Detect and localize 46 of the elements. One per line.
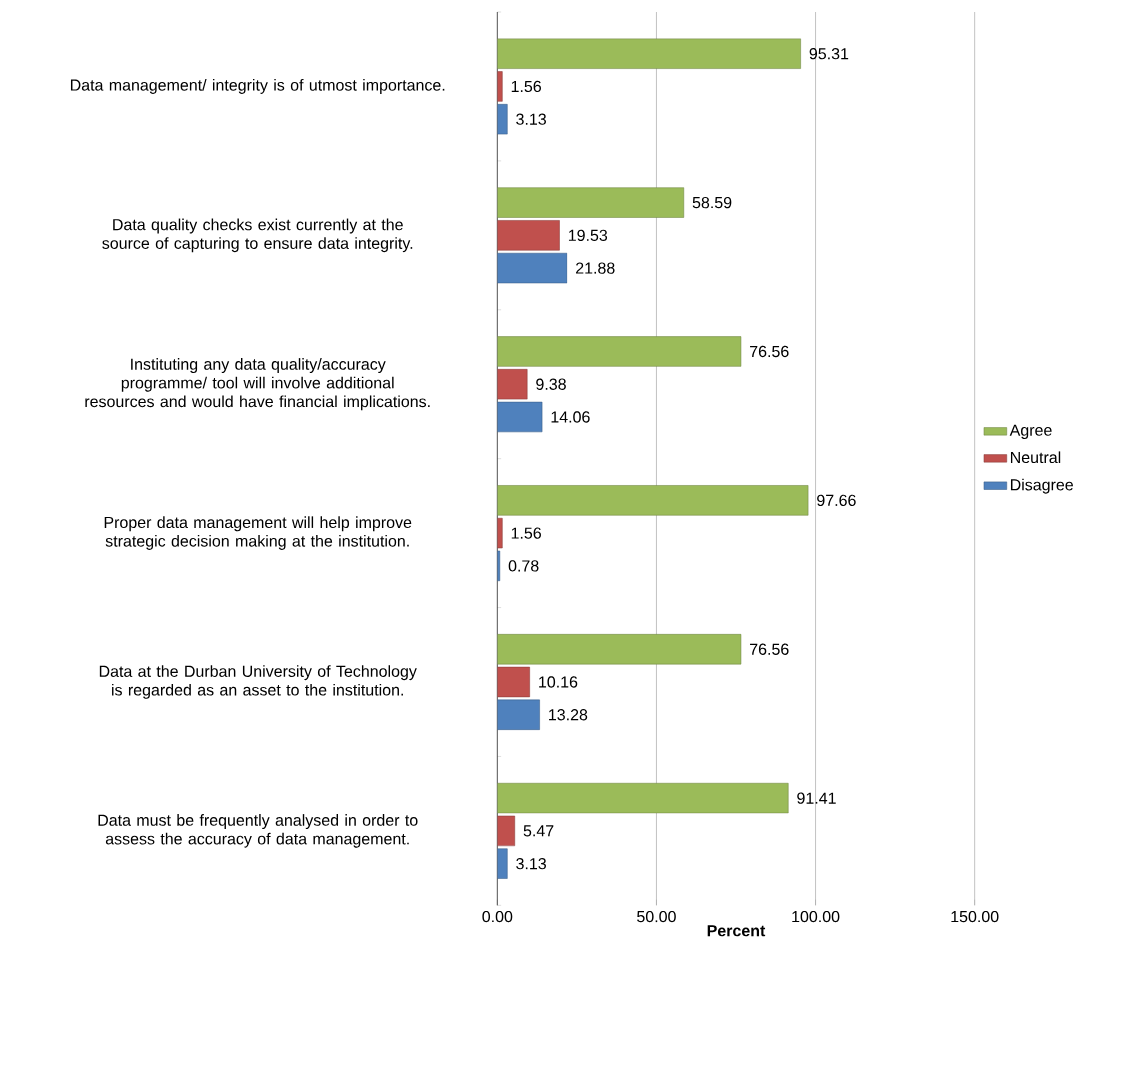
bar: [497, 402, 543, 433]
y-tick-label: Data management/ integrity is of utmost importance.: [70, 79, 445, 95]
bar: [497, 699, 540, 731]
y-tick-label: Data must be frequently analysed in order to assess the accuracy of data management.: [98, 814, 418, 848]
legend-label: Agree: [1009, 424, 1052, 440]
bar: [497, 187, 685, 218]
data-label: 10.16: [539, 676, 578, 688]
bar: [497, 369, 528, 400]
x-tick-label: 0.00: [482, 911, 513, 923]
bar: [497, 220, 560, 251]
data-label: 95.31: [809, 48, 849, 60]
x-tick-label: 50.00: [637, 911, 676, 923]
x-tick-label: 100.00: [792, 911, 840, 923]
y-tick-label: Data quality checks exist currently at the source of capturing to ensure data integrity.: [102, 218, 413, 253]
data-label: 3.13: [516, 858, 546, 870]
data-label: 91.41: [797, 792, 836, 804]
bar: [497, 667, 530, 698]
data-label: 58.59: [692, 197, 732, 209]
data-label: 9.38: [536, 378, 566, 391]
data-label: 97.66: [817, 494, 856, 507]
bar: [497, 104, 508, 135]
data-label: 5.47: [523, 825, 554, 837]
data-label: 76.56: [750, 345, 789, 358]
y-tick-label: Instituting any data quality/accuracy programme/ tool will involve additional resources and would have financial implications.: [85, 358, 430, 411]
data-label: 19.53: [568, 229, 608, 242]
bar: [497, 38, 801, 70]
legend-label: Neutral: [1010, 451, 1061, 464]
bar: [497, 253, 568, 284]
data-label: 13.28: [549, 709, 588, 721]
data-label: 1.56: [511, 80, 541, 93]
bar: [497, 848, 508, 879]
bar: [497, 634, 742, 665]
y-tick-label: Proper data management will help improve strategic decision making at the institution.: [104, 516, 412, 551]
bar: [497, 783, 789, 814]
legend-label: Disagree: [1010, 478, 1073, 494]
data-label: 21.88: [576, 262, 615, 274]
bar: [497, 336, 742, 367]
x-axis-title: Percent: [707, 925, 766, 937]
data-label: 1.56: [511, 527, 541, 539]
data-label: 3.13: [516, 113, 546, 126]
bar: [497, 485, 809, 516]
data-label: 14.06: [551, 411, 590, 423]
data-label: 76.56: [750, 643, 789, 656]
x-tick-label: 150.00: [951, 911, 999, 923]
y-tick-label: Data at the Durban University of Technology is regarded as an asset to the institution.: [99, 665, 417, 699]
data-label: 0.78: [508, 560, 539, 572]
